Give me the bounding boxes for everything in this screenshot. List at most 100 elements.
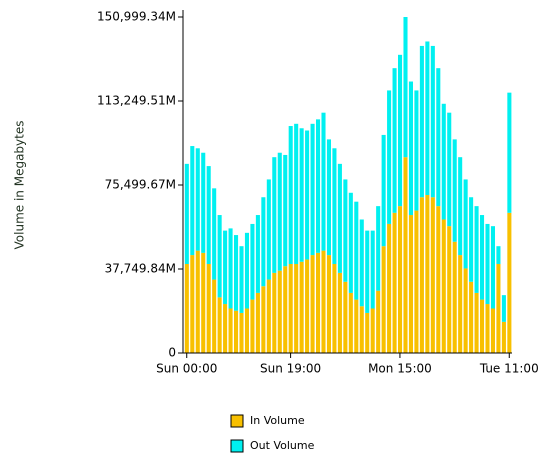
bar-segment xyxy=(463,268,468,353)
bar-segment xyxy=(398,54,403,207)
bar-segment xyxy=(408,215,413,353)
bar-segment xyxy=(436,206,441,353)
bar-segment xyxy=(408,81,413,216)
bar-segment xyxy=(354,201,359,300)
bar-segment xyxy=(294,263,299,353)
bar-segment xyxy=(332,148,337,264)
bar-segment xyxy=(419,197,424,353)
bar-segment xyxy=(195,148,200,251)
bar-segment xyxy=(425,41,430,196)
bar-segment xyxy=(469,281,474,353)
bar-segment xyxy=(212,279,217,353)
bar-segment xyxy=(452,139,457,242)
bar-segment xyxy=(485,304,490,353)
bar-segment xyxy=(419,45,424,198)
bar-segment xyxy=(294,123,299,264)
bar-segment xyxy=(496,246,501,264)
bar-segment xyxy=(310,255,315,353)
bar-segment xyxy=(212,188,217,280)
bar-segment xyxy=(430,197,435,353)
bar-segment xyxy=(507,212,512,353)
bar-segment xyxy=(190,146,195,256)
bar-segment xyxy=(266,279,271,353)
bar-segment xyxy=(348,292,353,353)
y-tick-label: 113,249.51M xyxy=(97,93,176,107)
bar-segment xyxy=(458,255,463,353)
bar-segment xyxy=(485,223,490,305)
bar-segment xyxy=(234,310,239,353)
bar-segment xyxy=(332,263,337,353)
bar-segment xyxy=(228,228,233,309)
x-tick-label: Sun 19:00 xyxy=(260,362,321,376)
bar-segment xyxy=(507,92,512,213)
legend-swatch xyxy=(230,414,244,428)
bar-segment xyxy=(414,90,419,211)
bar-segment xyxy=(392,68,397,213)
bar-segment xyxy=(359,306,364,353)
bar-segment xyxy=(501,295,506,322)
bar-segment xyxy=(239,312,244,353)
bar-segment xyxy=(387,223,392,353)
bar-segment xyxy=(463,179,468,269)
legend-label: Out Volume xyxy=(250,439,315,452)
bar-segment xyxy=(255,215,260,293)
bar-segment xyxy=(283,266,288,353)
y-tick-label: 150,999.34M xyxy=(97,10,176,24)
bar-segment xyxy=(184,163,189,264)
bar-segment xyxy=(343,179,348,282)
bar-segment xyxy=(223,304,228,353)
bar-segment xyxy=(277,152,282,271)
bar-segment xyxy=(244,232,249,309)
bar-segment xyxy=(337,272,342,353)
bar-segment xyxy=(299,128,304,262)
bar-segment xyxy=(316,252,321,353)
bar-segment xyxy=(414,210,419,353)
bar-segment xyxy=(501,321,506,353)
bar-segment xyxy=(255,292,260,353)
bar-segment xyxy=(223,230,228,305)
bar-segment xyxy=(403,16,408,158)
bar-segment xyxy=(447,226,452,353)
bar-segment xyxy=(490,308,495,353)
bar-segment xyxy=(195,250,200,353)
bar-segment xyxy=(348,192,353,293)
bar-segment xyxy=(288,126,293,264)
bar-segment xyxy=(365,312,370,353)
bar-segment xyxy=(261,197,266,287)
bar-segment xyxy=(326,255,331,353)
bar-segment xyxy=(321,112,326,251)
bar-segment xyxy=(480,299,485,353)
bar-segment xyxy=(447,112,452,227)
bar-segment xyxy=(381,246,386,353)
bar-segment xyxy=(425,195,430,353)
bar-segment xyxy=(381,134,386,247)
x-tick-label: Tue 11:00 xyxy=(479,362,539,376)
bar-segment xyxy=(469,197,474,282)
bar-segment xyxy=(201,152,206,253)
y-tick-label: 0 xyxy=(168,346,176,360)
bar-segment xyxy=(480,215,485,300)
bar-segment xyxy=(239,246,244,313)
y-tick-label: 75,499.67M xyxy=(105,178,176,192)
bar-segment xyxy=(354,299,359,353)
bar-segment xyxy=(272,272,277,353)
bar-segment xyxy=(398,206,403,353)
bar-segment xyxy=(244,308,249,353)
bar-segment xyxy=(288,263,293,353)
bar-segment xyxy=(370,230,375,309)
bar-segment xyxy=(310,123,315,256)
bar-segment xyxy=(190,255,195,353)
y-axis-label: Volume in Megabytes xyxy=(13,121,27,250)
bar-segment xyxy=(343,281,348,353)
x-tick-label: Sun 00:00 xyxy=(156,362,217,376)
bar-segment xyxy=(206,166,211,264)
bar-segment xyxy=(305,130,310,260)
bar-segment xyxy=(250,223,255,300)
bar-segment xyxy=(277,270,282,353)
bar-segment xyxy=(201,252,206,353)
bar-segment xyxy=(228,308,233,353)
x-tick-label: Mon 15:00 xyxy=(368,362,432,376)
legend-label: In Volume xyxy=(250,414,305,427)
bar-segment xyxy=(321,250,326,353)
